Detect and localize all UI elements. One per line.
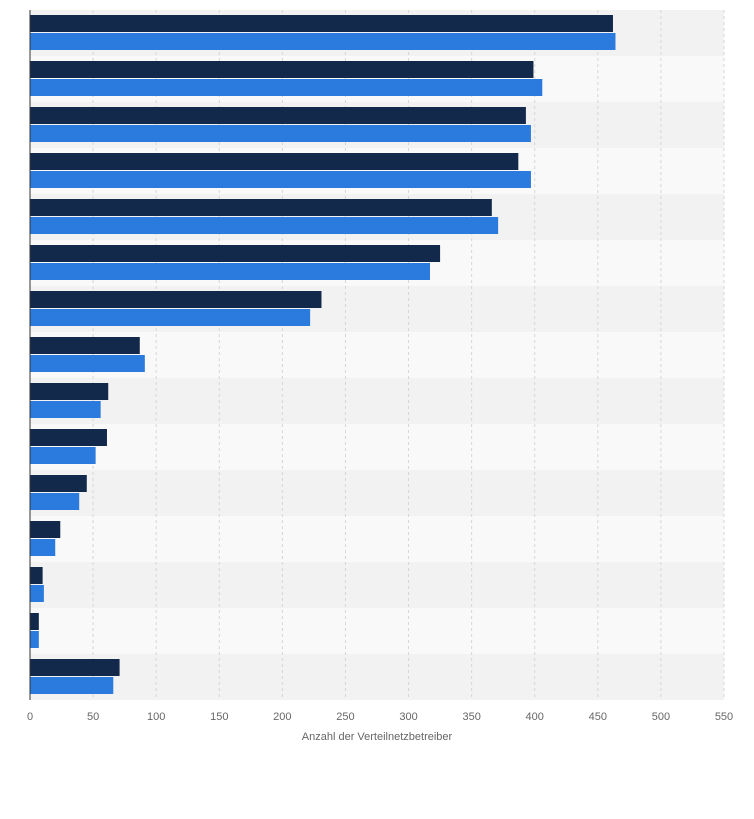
bar-series-2 — [30, 309, 311, 326]
bar-series-2 — [30, 79, 543, 96]
row-band — [30, 332, 724, 378]
x-tick-label: 200 — [273, 711, 291, 723]
x-tick-label: 150 — [210, 711, 228, 723]
bars — [30, 15, 616, 694]
x-tick-label: 500 — [652, 711, 670, 723]
row-band — [30, 654, 724, 700]
row-band — [30, 378, 724, 424]
bar-series-1 — [30, 475, 87, 492]
row-band — [30, 608, 724, 654]
row-band — [30, 516, 724, 562]
x-tick-label: 250 — [336, 711, 354, 723]
bar-series-1 — [30, 15, 613, 32]
bar-series-1 — [30, 107, 526, 124]
bar-series-2 — [30, 401, 101, 418]
bar-series-1 — [30, 291, 322, 308]
bar-series-1 — [30, 521, 61, 538]
row-band — [30, 424, 724, 470]
x-tick-label: 100 — [147, 711, 165, 723]
x-tick-label: 550 — [715, 711, 733, 723]
bar-series-2 — [30, 263, 430, 280]
bar-series-2 — [30, 33, 616, 50]
x-tick-label: 350 — [462, 711, 480, 723]
x-tick-label: 0 — [27, 711, 33, 723]
x-tick-label: 450 — [589, 711, 607, 723]
bar-series-2 — [30, 677, 114, 694]
bar-series-2 — [30, 493, 80, 510]
bar-series-1 — [30, 383, 109, 400]
bar-series-1 — [30, 61, 534, 78]
x-tick-label: 50 — [87, 711, 99, 723]
bar-series-1 — [30, 567, 43, 584]
x-tick-label: 400 — [526, 711, 544, 723]
bar-series-1 — [30, 199, 492, 216]
row-band — [30, 470, 724, 516]
bar-series-1 — [30, 429, 107, 446]
bar-series-2 — [30, 447, 96, 464]
bar-series-2 — [30, 631, 39, 648]
bar-series-2 — [30, 539, 56, 556]
bar-series-2 — [30, 125, 531, 142]
bar-series-1 — [30, 613, 39, 630]
bar-series-1 — [30, 153, 519, 170]
x-tick-labels: 0 50 100 150 200 250 300 350 400 450 500 550 — [27, 711, 733, 723]
row-band — [30, 562, 724, 608]
x-axis-title: Anzahl der Verteilnetzbetreiber — [302, 731, 453, 743]
bar-series-1 — [30, 337, 140, 354]
bar-series-2 — [30, 217, 499, 234]
bar-series-2 — [30, 585, 44, 602]
bar-series-2 — [30, 355, 145, 372]
bar-series-1 — [30, 659, 120, 676]
x-tick-label: 300 — [399, 711, 417, 723]
bar-series-2 — [30, 171, 531, 188]
bar-series-1 — [30, 245, 441, 262]
